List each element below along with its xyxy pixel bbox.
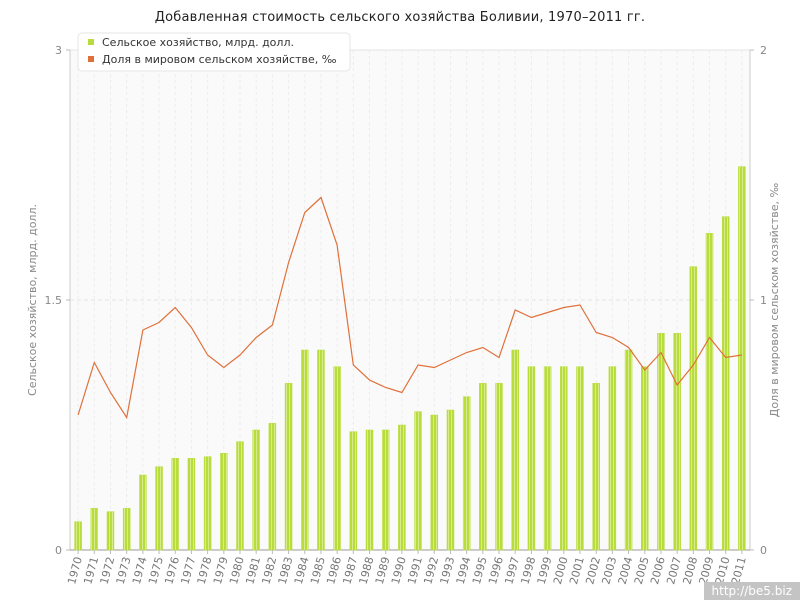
bar bbox=[381, 429, 390, 551]
bar bbox=[689, 266, 698, 551]
bar bbox=[139, 474, 147, 551]
bar bbox=[90, 508, 99, 551]
y-axis-label-left: Сельское хозяйство, млрд. долл. bbox=[26, 204, 39, 396]
legend-label-bars: Сельское хозяйство, млрд. долл. bbox=[102, 36, 294, 49]
bar bbox=[479, 383, 487, 551]
bar bbox=[398, 424, 406, 551]
bar bbox=[527, 366, 536, 551]
bar bbox=[365, 429, 374, 551]
bar bbox=[624, 349, 633, 551]
bar bbox=[220, 453, 228, 551]
bar bbox=[252, 429, 260, 551]
bar bbox=[203, 456, 212, 551]
bar bbox=[705, 233, 714, 551]
chart-title: Добавленная стоимость сельского хозяйств… bbox=[154, 10, 646, 25]
y-tick-label-left: 1.5 bbox=[45, 294, 63, 307]
y-tick-label-right: 2 bbox=[760, 44, 767, 57]
bar bbox=[462, 396, 471, 551]
y-tick-label-left: 0 bbox=[55, 544, 62, 557]
bar bbox=[592, 383, 600, 551]
bar bbox=[171, 458, 179, 551]
bar bbox=[738, 166, 746, 551]
bar bbox=[641, 366, 649, 551]
y-axis-label-right: Доля в мировом сельском хозяйстве, ‰ bbox=[768, 183, 781, 418]
bar bbox=[284, 383, 293, 551]
watermark: http://be5.biz bbox=[703, 582, 800, 600]
bar bbox=[414, 411, 422, 551]
bar bbox=[268, 423, 277, 551]
bar bbox=[187, 458, 196, 551]
legend-swatch-bars bbox=[88, 39, 94, 45]
bar bbox=[333, 366, 341, 551]
y-tick-label-right: 0 bbox=[760, 544, 767, 557]
bar bbox=[673, 333, 681, 551]
bar bbox=[608, 366, 617, 551]
bar bbox=[721, 216, 730, 551]
line-series bbox=[77, 196, 742, 420]
legend-label-line: Доля в мировом сельском хозяйстве, ‰ bbox=[102, 53, 337, 66]
bar bbox=[560, 366, 568, 551]
bar bbox=[301, 349, 309, 551]
bar bbox=[122, 508, 131, 551]
bar bbox=[511, 349, 519, 551]
bar bbox=[236, 441, 244, 551]
bar bbox=[106, 511, 115, 551]
bar bbox=[657, 333, 665, 551]
y-tick-label-right: 1 bbox=[760, 294, 767, 307]
bar bbox=[317, 349, 325, 551]
bar bbox=[576, 366, 584, 551]
y-tick-label-left: 3 bbox=[55, 44, 62, 57]
bar bbox=[155, 466, 163, 551]
bar bbox=[430, 414, 439, 551]
bar bbox=[446, 409, 455, 551]
bar bbox=[495, 383, 503, 551]
bar bbox=[74, 521, 82, 551]
bar bbox=[543, 366, 552, 551]
legend-swatch-line bbox=[88, 56, 94, 62]
bar bbox=[349, 431, 358, 551]
legend-box bbox=[77, 32, 351, 72]
